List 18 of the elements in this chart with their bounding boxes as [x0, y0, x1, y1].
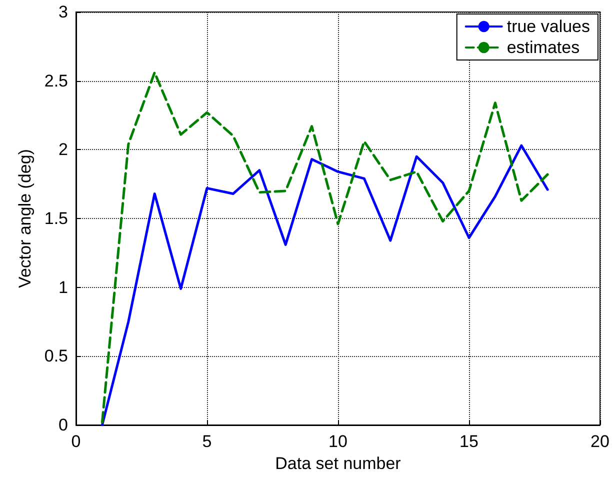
y-tick-label: 2 — [58, 140, 68, 160]
y-axis-title: Vector angle (deg) — [15, 149, 34, 288]
line-series — [100, 144, 549, 426]
legend-label: true values — [506, 17, 590, 36]
line-series — [100, 71, 549, 424]
x-tick-label: 0 — [71, 432, 81, 451]
x-axis-title: Data set number — [275, 454, 402, 473]
x-tick-label: 10 — [328, 432, 348, 451]
x-tick-label: 15 — [460, 432, 478, 451]
y-tick-label: 2.5 — [44, 71, 68, 90]
y-tick-label: 1 — [58, 278, 68, 297]
y-tick-label: 3 — [58, 2, 68, 22]
y-tick-label: 0 — [58, 416, 68, 434]
legend-label: estimates — [506, 38, 580, 57]
y-tick-label: 1.5 — [44, 209, 68, 228]
x-tick-label: 20 — [590, 432, 610, 451]
y-tick-label: 0.5 — [44, 346, 68, 366]
x-tick-label: 5 — [202, 432, 212, 451]
